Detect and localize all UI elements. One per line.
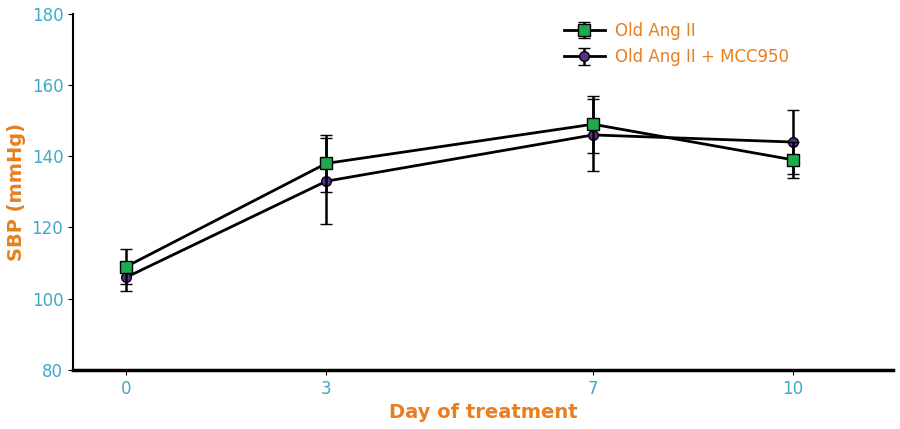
X-axis label: Day of treatment: Day of treatment xyxy=(389,403,577,422)
Y-axis label: SBP (mmHg): SBP (mmHg) xyxy=(7,123,26,261)
Legend: Old Ang II, Old Ang II + MCC950: Old Ang II, Old Ang II + MCC950 xyxy=(557,15,796,73)
